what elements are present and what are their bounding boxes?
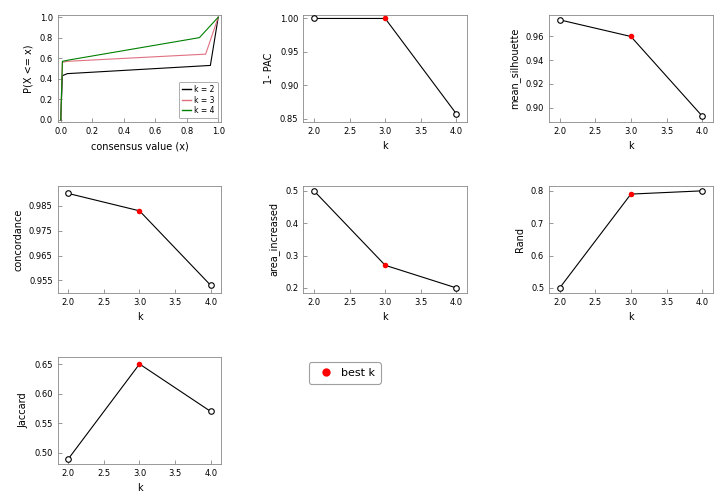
Legend: best k: best k xyxy=(309,362,381,384)
X-axis label: k: k xyxy=(628,312,634,322)
X-axis label: k: k xyxy=(137,483,143,493)
X-axis label: k: k xyxy=(382,141,388,151)
Y-axis label: Rand: Rand xyxy=(516,227,526,252)
Y-axis label: concordance: concordance xyxy=(14,208,24,271)
Y-axis label: Jaccard: Jaccard xyxy=(19,393,29,428)
Legend: k = 2, k = 3, k = 4: k = 2, k = 3, k = 4 xyxy=(179,82,217,118)
X-axis label: k: k xyxy=(382,312,388,322)
Y-axis label: area_increased: area_increased xyxy=(269,203,279,276)
X-axis label: consensus value (x): consensus value (x) xyxy=(91,141,189,151)
Y-axis label: mean_silhouette: mean_silhouette xyxy=(509,28,520,109)
Y-axis label: P(X <= x): P(X <= x) xyxy=(24,44,34,93)
X-axis label: k: k xyxy=(628,141,634,151)
Y-axis label: 1- PAC: 1- PAC xyxy=(264,53,274,84)
X-axis label: k: k xyxy=(137,312,143,322)
